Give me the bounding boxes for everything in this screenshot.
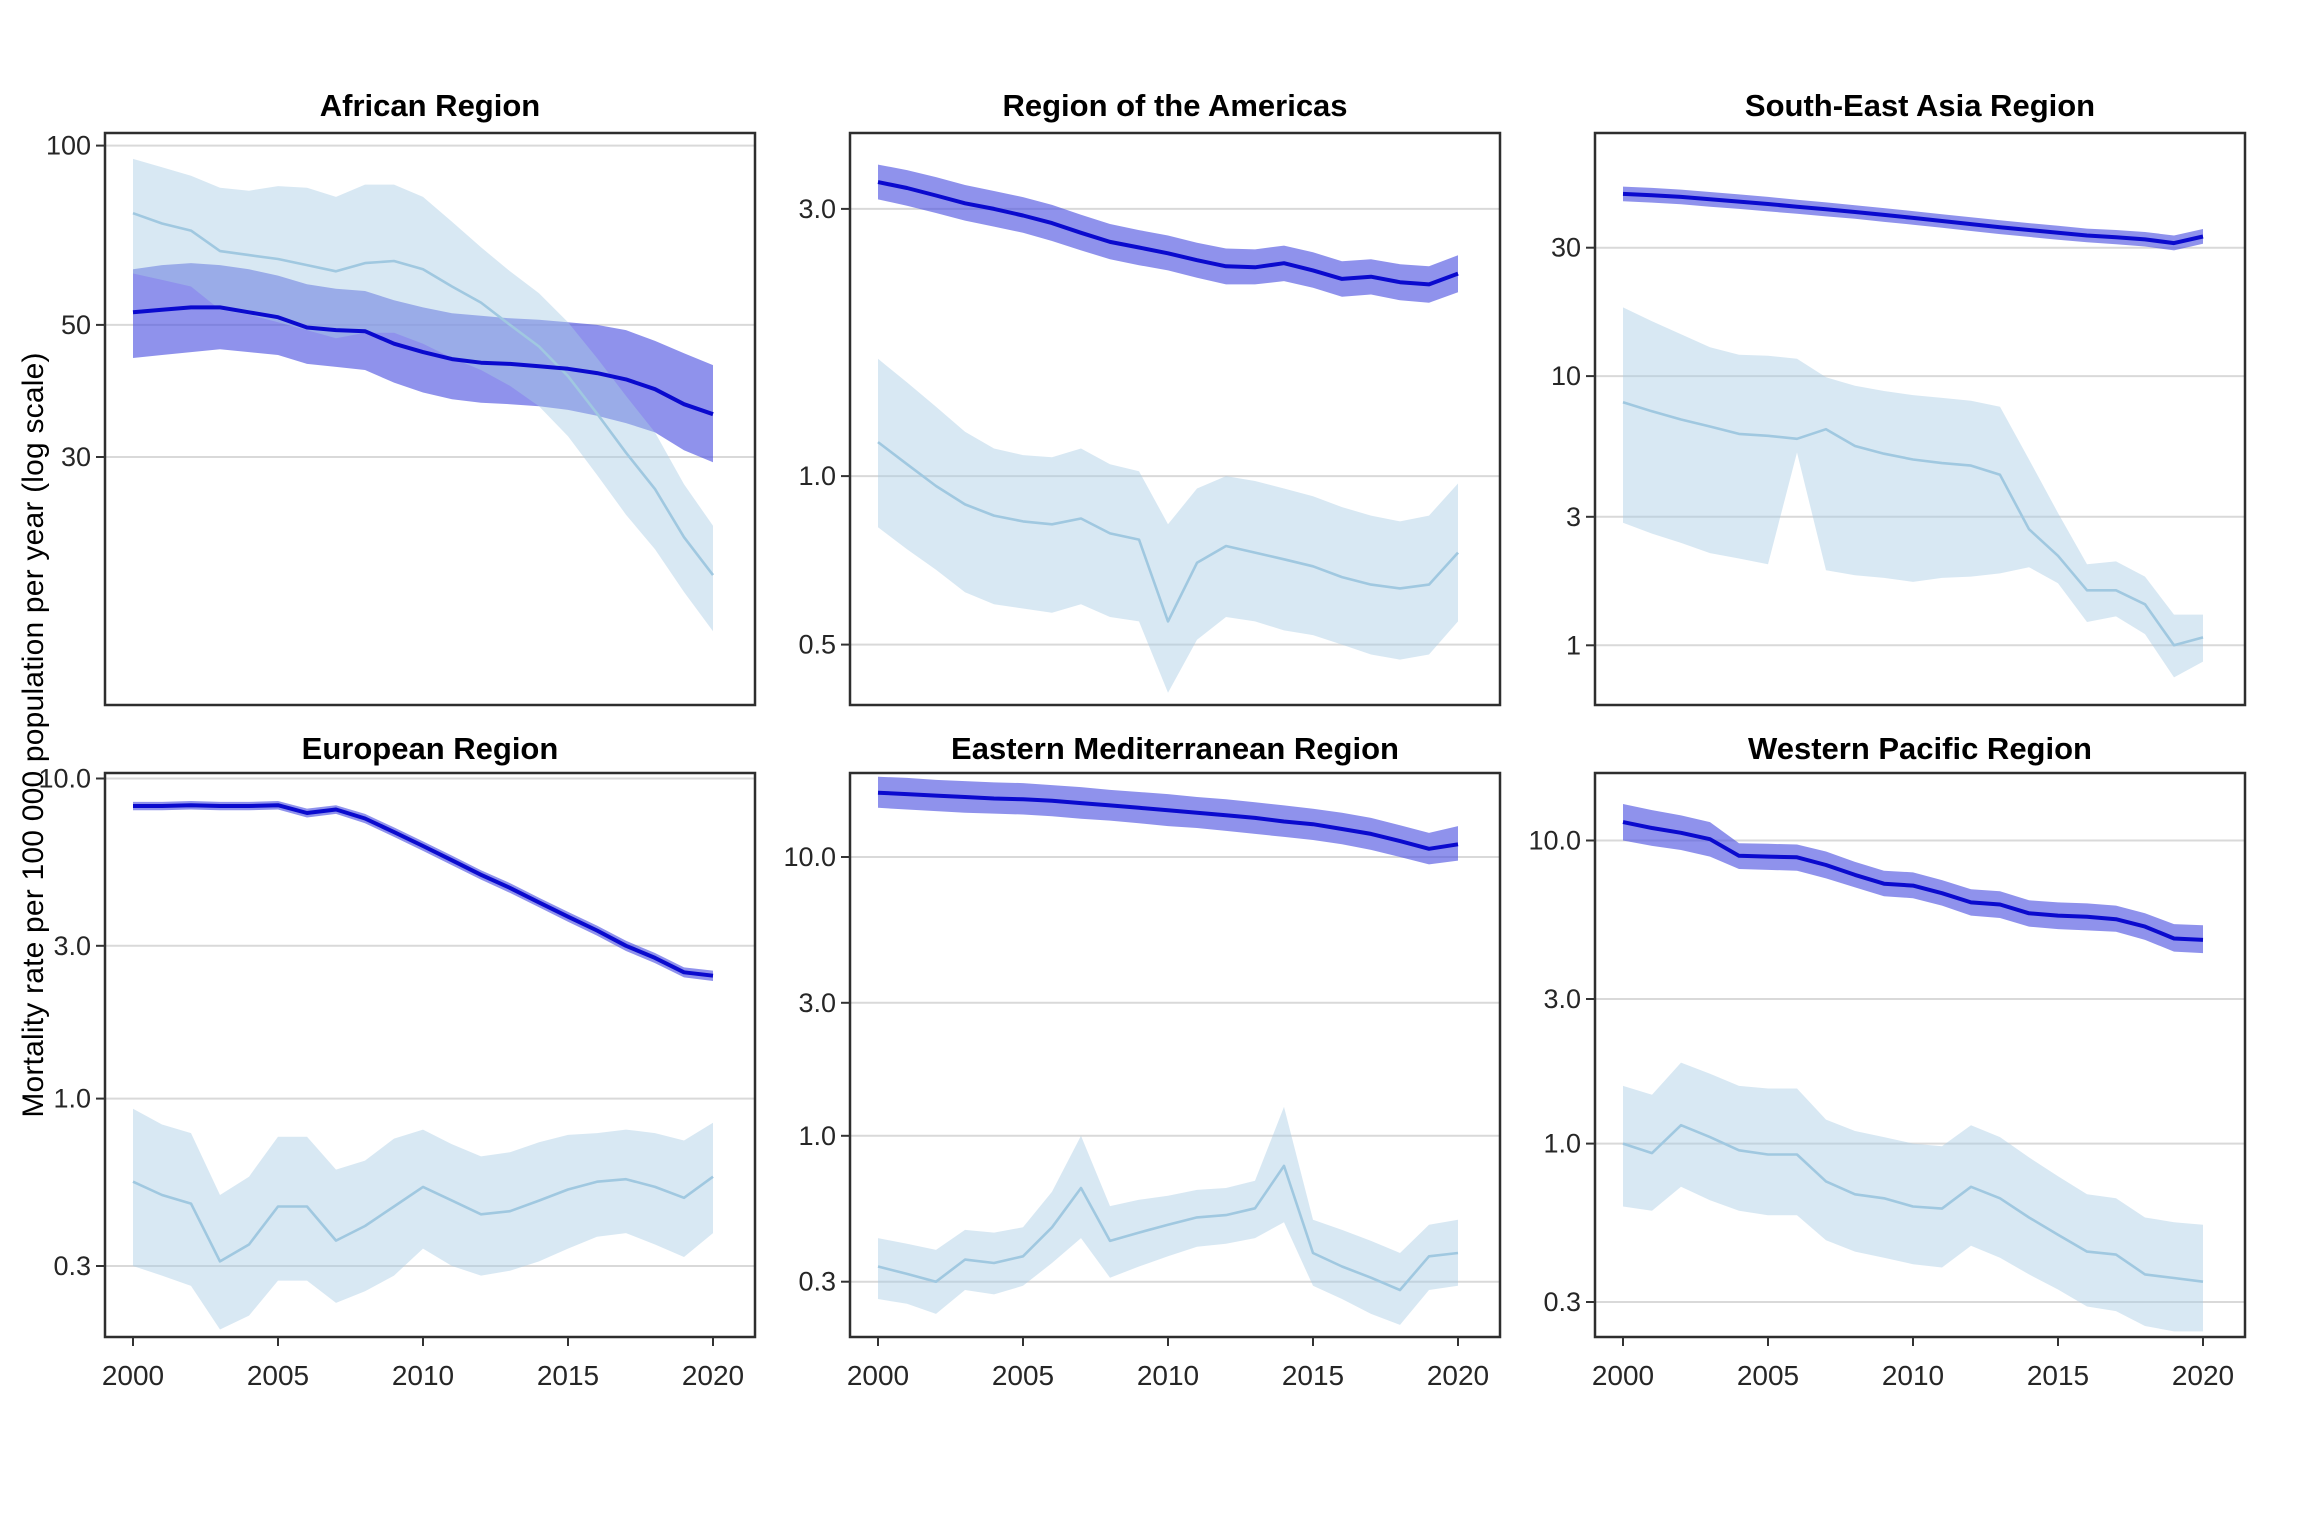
panel-data-layer	[1622, 186, 2204, 678]
confidence-ribbon-dark	[133, 263, 713, 463]
panel-data-layer	[1622, 804, 2204, 1332]
y-tick-label: 50	[61, 310, 91, 340]
trend-line-light	[1622, 1123, 2204, 1283]
trend-line-dark	[1622, 191, 2204, 246]
y-tick-label: 3.0	[53, 931, 91, 961]
x-tick-label: 2000	[847, 1360, 909, 1391]
confidence-ribbon-light	[133, 158, 713, 632]
panel-border	[103, 131, 757, 707]
confidence-ribbon-light	[1623, 307, 2203, 678]
panel-title: European Region	[302, 731, 559, 766]
y-tick-label: 10	[1551, 361, 1581, 391]
x-tick-label: 2010	[392, 1360, 454, 1391]
confidence-ribbon-light	[1623, 1062, 2203, 1332]
confidence-ribbon-dark	[133, 801, 713, 981]
y-tick-label: 1.0	[798, 1121, 836, 1151]
trend-line-light	[877, 1164, 1459, 1292]
y-tick-label: 10.0	[38, 764, 91, 794]
panel-border	[848, 771, 1502, 1339]
panel-data-layer	[132, 801, 714, 1330]
x-tick-label: 2000	[102, 1360, 164, 1391]
y-tick-label: 1.0	[1543, 1129, 1581, 1159]
x-tick-label: 2005	[992, 1360, 1054, 1391]
trend-line-dark	[877, 790, 1459, 851]
y-tick-label: 3.0	[1543, 984, 1581, 1014]
y-tick-label: 100	[46, 131, 91, 161]
confidence-ribbon-light	[133, 1108, 713, 1330]
y-tick-label: 3	[1566, 502, 1581, 532]
panel-bg	[1595, 133, 2245, 705]
x-tick-label: 2015	[1282, 1360, 1344, 1391]
x-tick-label: 2010	[1882, 1360, 1944, 1391]
confidence-ribbon-light	[878, 358, 1458, 693]
y-tick-label: 0.5	[798, 630, 836, 660]
confidence-ribbon-light	[878, 1106, 1458, 1325]
panel-data-layer	[132, 158, 715, 632]
y-tick-label: 10.0	[783, 842, 836, 872]
y-tick-label: 0.3	[1543, 1287, 1581, 1317]
trend-line-dark	[877, 180, 1459, 287]
panel-border	[1593, 131, 2247, 707]
y-tick-label: 0.3	[798, 1267, 836, 1297]
panel-data-layer	[877, 164, 1459, 693]
trend-line-light	[877, 441, 1459, 623]
x-tick-label: 2015	[537, 1360, 599, 1391]
x-tick-label: 2005	[1737, 1360, 1799, 1391]
panel-bg	[850, 773, 1500, 1337]
x-tick-label: 2010	[1137, 1360, 1199, 1391]
trend-line-light	[132, 1175, 714, 1263]
panel-data-layer	[877, 776, 1459, 1325]
x-tick-label: 2000	[1592, 1360, 1654, 1391]
trend-line-dark	[1622, 820, 2204, 942]
confidence-ribbon-dark	[878, 164, 1458, 303]
y-tick-label: 0.3	[53, 1251, 91, 1281]
panel-border	[1593, 771, 2247, 1339]
x-tick-label: 2005	[247, 1360, 309, 1391]
y-tick-label: 1.0	[53, 1084, 91, 1114]
x-tick-label: 2020	[682, 1360, 744, 1391]
x-tick-label: 2020	[2172, 1360, 2234, 1391]
y-tick-label: 30	[1551, 233, 1581, 263]
y-tick-label: 1.0	[798, 461, 836, 491]
y-tick-label: 3.0	[798, 988, 836, 1018]
y-tick-label: 1	[1566, 630, 1581, 660]
trend-line-dark	[132, 305, 714, 417]
panel-title: African Region	[320, 88, 540, 123]
y-tick-label: 10.0	[1528, 826, 1581, 856]
panel-bg	[105, 773, 755, 1337]
trend-line-light	[132, 211, 715, 576]
panel-title: Western Pacific Region	[1748, 731, 2092, 766]
panel-title: Region of the Americas	[1002, 88, 1347, 123]
y-tick-label: 3.0	[798, 194, 836, 224]
panel-border	[848, 131, 1502, 707]
panel-title: Eastern Mediterranean Region	[951, 731, 1399, 766]
y-tick-label: 30	[61, 442, 91, 472]
trend-line-light	[1622, 400, 2204, 647]
x-tick-label: 2015	[2027, 1360, 2089, 1391]
panel-border	[103, 771, 757, 1339]
x-tick-label: 2020	[1427, 1360, 1489, 1391]
panel-title: South-East Asia Region	[1745, 88, 2095, 123]
trend-line-dark	[133, 803, 714, 978]
panel-bg	[1595, 773, 2245, 1337]
